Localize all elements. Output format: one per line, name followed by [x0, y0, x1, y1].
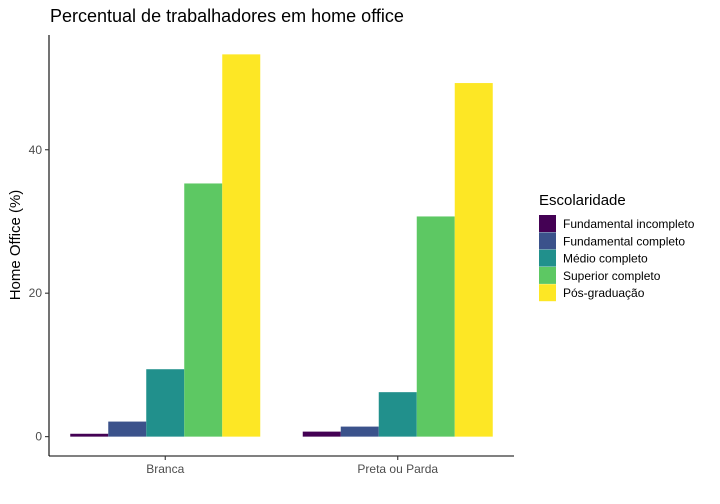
bar-branca-4: [222, 54, 261, 437]
legend: Escolaridade Fundamental incompletoFunda…: [539, 192, 695, 302]
bar-preta-ou-parda-1: [340, 426, 379, 437]
y-tick-label: 20: [29, 286, 43, 300]
x-tick-label: Preta ou Parda: [357, 462, 438, 476]
x-axis-ticks: Branca Preta ou Parda: [146, 456, 438, 476]
y-tick-label: 40: [29, 143, 43, 157]
bar-branca-1: [108, 421, 147, 437]
legend-key: [539, 249, 556, 267]
legend-label: Superior completo: [563, 269, 661, 283]
legend-items: Fundamental incompleto Fundamental comple…: [539, 215, 695, 302]
bar-branca-2: [146, 369, 185, 437]
bar-preta-ou-parda-0: [302, 431, 341, 437]
bars-layer: [70, 54, 493, 437]
legend-label: Fundamental incompleto: [563, 217, 695, 231]
y-axis-ticks: 0 20 40: [29, 143, 49, 444]
bar-preta-ou-parda-2: [378, 392, 417, 437]
legend-key: [539, 232, 556, 250]
legend-label: Pós-graduação: [563, 286, 645, 300]
legend-key: [539, 266, 556, 284]
y-tick-label: 0: [35, 430, 42, 444]
bar-branca-3: [184, 183, 223, 437]
x-tick-label: Branca: [146, 462, 184, 476]
legend-key: [539, 284, 556, 302]
legend-label: Fundamental completo: [563, 234, 685, 248]
legend-title: Escolaridade: [539, 192, 626, 209]
bar-branca-0: [70, 433, 109, 437]
bar-preta-ou-parda-4: [454, 83, 493, 437]
bar-preta-ou-parda-3: [416, 216, 455, 437]
chart-title: Percentual de trabalhadores em home offi…: [50, 6, 404, 26]
y-axis-title: Home Office (%): [7, 190, 24, 301]
legend-label: Médio completo: [563, 252, 648, 266]
legend-key: [539, 215, 556, 232]
